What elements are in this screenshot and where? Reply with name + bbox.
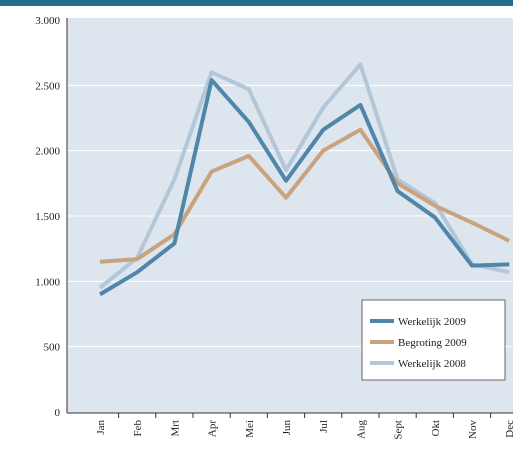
y-tick-label: 2.000 [35, 146, 60, 158]
legend-label: Werkelijk 2009 [398, 316, 466, 328]
x-tick-label: Jun [281, 420, 293, 436]
y-tick-label: 0 [55, 407, 61, 419]
y-tick-label: 1.000 [35, 276, 60, 288]
y-tick-label: 500 [44, 342, 61, 354]
x-tick-label: Jan [95, 420, 107, 435]
x-tick-label: Dec [504, 420, 513, 438]
x-tick-label: Nov [467, 420, 479, 439]
x-tick-label: Mei [244, 420, 256, 438]
y-tick-label: 2.500 [35, 80, 60, 92]
x-tick-label: Mrt [169, 420, 181, 437]
y-tick-label: 1.500 [35, 211, 60, 223]
x-tick-label: Apr [207, 420, 219, 437]
legend-label: Begroting 2009 [398, 337, 467, 349]
x-tick-label: Okt [430, 420, 442, 437]
y-tick-label: 3.000 [35, 15, 60, 27]
x-tick-label: Sept [393, 420, 405, 440]
series-line [98, 78, 510, 297]
legend-label: Werkelijk 2008 [398, 358, 466, 370]
series-line [98, 62, 510, 290]
series-line [99, 127, 511, 264]
x-tick-label: Feb [132, 420, 144, 437]
x-tick-label: Jul [318, 420, 330, 433]
top-bar [0, 0, 513, 6]
x-tick-label: Aug [355, 420, 367, 439]
